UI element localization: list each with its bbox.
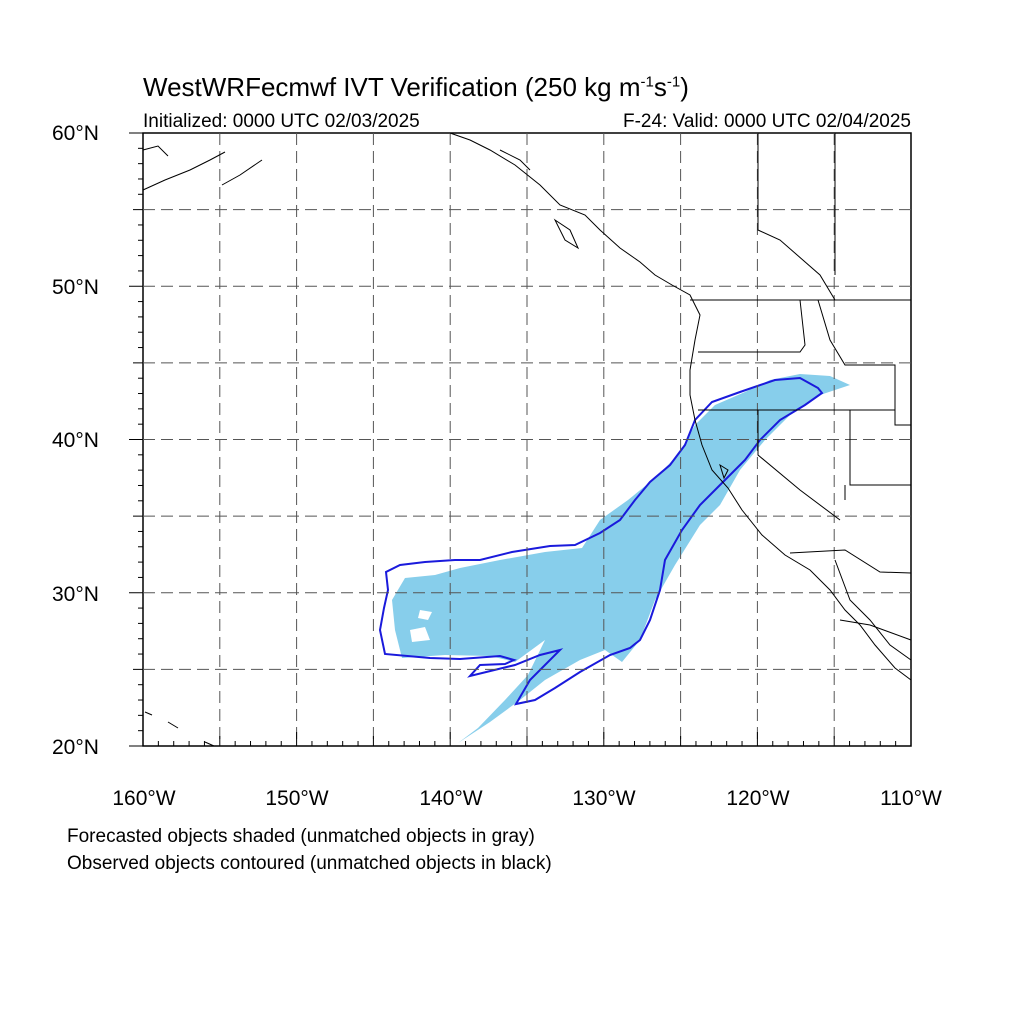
lon-label-110w: 110°W	[880, 787, 942, 810]
observed-object-contour	[378, 376, 824, 706]
lat-label-40n: 40°N	[52, 429, 99, 452]
lon-label-140w: 140°W	[419, 787, 483, 810]
forecast-gap	[418, 610, 432, 620]
forecast-gap	[410, 627, 430, 642]
lon-label-130w: 130°W	[572, 787, 636, 810]
valid-time-label: F-24: Valid: 0000 UTC 02/04/2025	[623, 111, 911, 132]
axis-ticks	[129, 132, 912, 747]
lat-label-30n: 30°N	[52, 583, 99, 606]
initialized-label: Initialized: 0000 UTC 02/03/2025	[143, 111, 420, 132]
lat-label-50n: 50°N	[52, 276, 99, 299]
lat-label-60n: 60°N	[52, 122, 99, 145]
graticule	[143, 133, 911, 746]
plot-title: WestWRFecmwf IVT Verification (250 kg m-…	[143, 72, 689, 102]
coastlines-borders	[142, 132, 912, 747]
lat-label-20n: 20°N	[52, 736, 99, 759]
lon-label-150w: 150°W	[265, 787, 329, 810]
lon-label-160w: 160°W	[112, 787, 176, 810]
caption-observed: Observed objects contoured (unmatched ob…	[67, 853, 552, 874]
caption-forecast: Forecasted objects shaded (unmatched obj…	[67, 826, 535, 847]
lon-label-120w: 120°W	[726, 787, 790, 810]
forecast-object-shaded	[392, 374, 850, 743]
